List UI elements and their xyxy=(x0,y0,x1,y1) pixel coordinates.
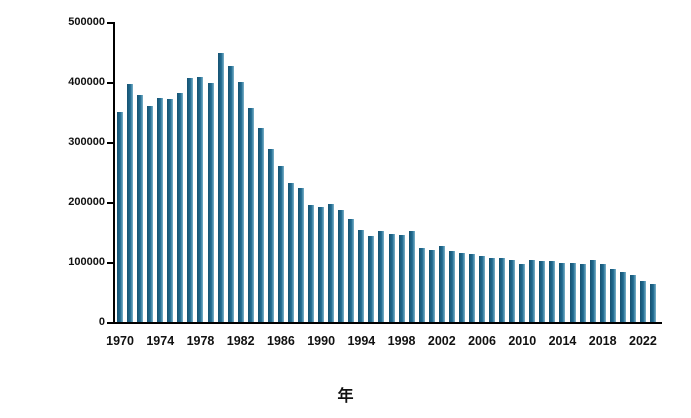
bar xyxy=(348,218,355,322)
y-tick-mark xyxy=(107,82,113,84)
bar xyxy=(579,263,586,322)
bar xyxy=(529,259,536,322)
bar xyxy=(308,205,315,322)
plot-area: 0 100000 200000 300000 400000 500000 1970 1974… xyxy=(68,16,662,348)
bar xyxy=(358,230,365,322)
x-tick-label: 1994 xyxy=(347,334,376,348)
bar xyxy=(509,260,516,322)
x-tick-label: 2022 xyxy=(629,334,657,348)
x-tick-label: 1998 xyxy=(387,334,416,348)
x-tick-label: 1974 xyxy=(146,334,175,348)
bar xyxy=(619,272,626,322)
bar xyxy=(489,258,496,322)
x-tick-label: 2018 xyxy=(588,334,617,348)
bar xyxy=(167,99,174,322)
y-tick-label: 500000 xyxy=(68,16,105,28)
x-tick-label: 1986 xyxy=(267,334,295,348)
y-tick-mark xyxy=(107,142,113,144)
bar xyxy=(559,263,566,322)
bar xyxy=(338,210,345,322)
y-tick-label: 100000 xyxy=(68,256,105,268)
x-tick-label: 1970 xyxy=(106,334,134,348)
y-tick-mark xyxy=(107,202,113,204)
bar xyxy=(398,235,405,322)
bar xyxy=(257,128,264,322)
bar xyxy=(197,76,204,322)
x-axis-line xyxy=(113,322,662,324)
bar xyxy=(569,262,576,322)
bar xyxy=(127,84,134,322)
bar xyxy=(649,283,656,322)
y-axis-line xyxy=(113,22,115,324)
bar xyxy=(458,253,465,322)
bar xyxy=(468,253,475,322)
bar xyxy=(157,97,164,322)
bar xyxy=(609,269,616,322)
x-tick-label: 2010 xyxy=(508,334,537,348)
x-tick-label: 1978 xyxy=(186,334,215,348)
bar xyxy=(378,230,385,322)
bar xyxy=(549,260,556,322)
y-tick-label: 0 xyxy=(98,316,105,328)
y-tick-label: 200000 xyxy=(68,196,105,208)
bar xyxy=(589,259,596,322)
bar xyxy=(328,203,335,322)
bar xyxy=(438,246,445,322)
bar xyxy=(428,250,435,322)
x-tick-label: 1982 xyxy=(226,334,255,348)
bar xyxy=(147,106,154,322)
x-tick-label: 2002 xyxy=(427,334,456,348)
bar xyxy=(217,52,224,322)
bar xyxy=(277,166,284,322)
bar xyxy=(448,251,455,322)
bar xyxy=(227,65,234,322)
bar xyxy=(499,258,506,322)
bar xyxy=(388,234,395,322)
x-tick-label: 1990 xyxy=(307,334,336,348)
x-tick-label: 2006 xyxy=(468,334,496,348)
bar xyxy=(237,82,244,322)
bar xyxy=(629,274,636,322)
bar xyxy=(368,235,375,322)
y-tick-mark xyxy=(107,22,113,24)
bar xyxy=(298,187,305,322)
bar xyxy=(137,94,144,322)
y-tick-label: 400000 xyxy=(68,76,105,88)
bar xyxy=(418,247,425,322)
bar xyxy=(177,92,184,322)
bar xyxy=(599,264,606,322)
y-tick-label: 300000 xyxy=(68,136,105,148)
x-axis-title: 年 xyxy=(337,388,354,405)
x-tick-label: 2014 xyxy=(548,334,577,348)
bar xyxy=(267,149,274,322)
bar xyxy=(117,112,124,322)
y-tick-mark xyxy=(107,322,113,324)
y-tick-mark xyxy=(107,262,113,264)
bar xyxy=(519,263,526,322)
bar xyxy=(287,182,294,322)
bar xyxy=(207,82,214,322)
bar xyxy=(479,256,486,322)
bar xyxy=(639,281,646,322)
bar xyxy=(247,107,254,322)
bar xyxy=(318,206,325,322)
bar xyxy=(187,77,194,322)
bar xyxy=(408,231,415,322)
bar xyxy=(539,261,546,322)
